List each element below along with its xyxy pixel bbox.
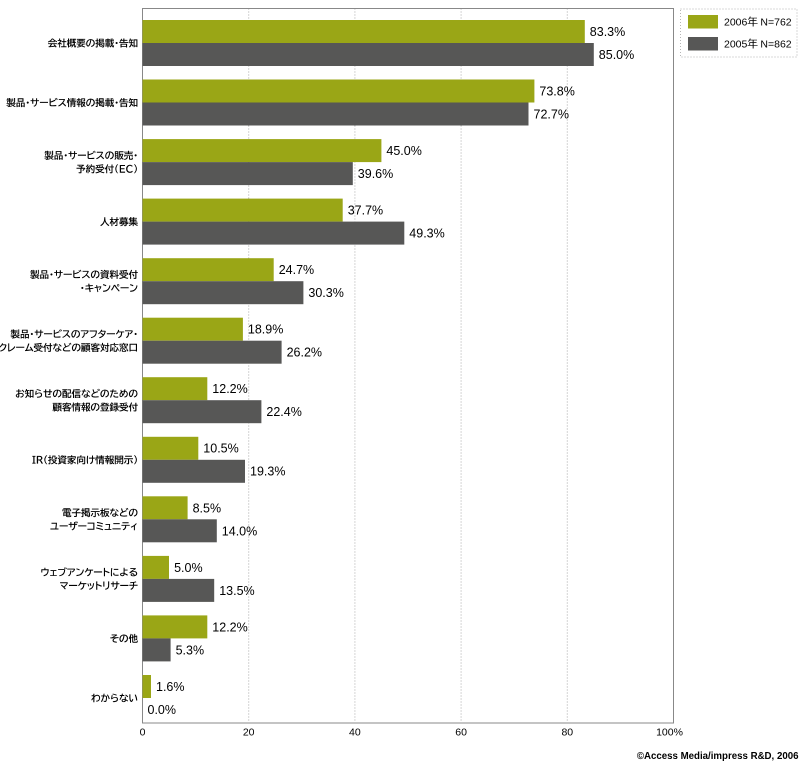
svg-text:45.0%: 45.0% [386, 144, 421, 158]
svg-text:13.5%: 13.5% [219, 584, 254, 598]
svg-text:2005: 2005 [724, 39, 748, 51]
svg-text:2006: 2006 [724, 17, 748, 29]
svg-text:18.9%: 18.9% [248, 323, 283, 337]
svg-text:14.0%: 14.0% [222, 524, 257, 538]
svg-text:100%: 100% [656, 727, 683, 739]
svg-text:26.2%: 26.2% [287, 346, 322, 360]
svg-text:22.4%: 22.4% [266, 405, 301, 419]
svg-text:80: 80 [561, 727, 573, 739]
svg-text:8.5%: 8.5% [193, 501, 222, 515]
svg-text:73.8%: 73.8% [539, 85, 574, 99]
svg-text:N=862: N=862 [760, 39, 791, 51]
svg-text:37.7%: 37.7% [348, 204, 383, 218]
svg-text:N=762: N=762 [760, 17, 791, 29]
svg-text:60: 60 [455, 727, 467, 739]
svg-text:40: 40 [349, 727, 361, 739]
svg-text:5.3%: 5.3% [176, 643, 205, 657]
svg-text:49.3%: 49.3% [409, 227, 444, 241]
svg-text:24.7%: 24.7% [279, 263, 314, 277]
svg-text:39.6%: 39.6% [358, 167, 393, 181]
svg-text:0.0%: 0.0% [148, 703, 177, 717]
svg-text:30.3%: 30.3% [308, 286, 343, 300]
svg-text:5.0%: 5.0% [174, 561, 203, 575]
svg-text:12.2%: 12.2% [212, 382, 247, 396]
svg-text:1.6%: 1.6% [156, 680, 185, 694]
svg-text:20: 20 [243, 727, 255, 739]
svg-text:0: 0 [140, 727, 146, 739]
svg-text:©Access Media/impress R&D, 200: ©Access Media/impress R&D, 2006 [637, 751, 799, 762]
svg-text:72.7%: 72.7% [534, 108, 569, 122]
svg-text:10.5%: 10.5% [203, 442, 238, 456]
svg-text:12.2%: 12.2% [212, 620, 247, 634]
svg-text:85.0%: 85.0% [599, 48, 634, 62]
svg-text:19.3%: 19.3% [250, 465, 285, 479]
svg-text:83.3%: 83.3% [590, 25, 625, 39]
